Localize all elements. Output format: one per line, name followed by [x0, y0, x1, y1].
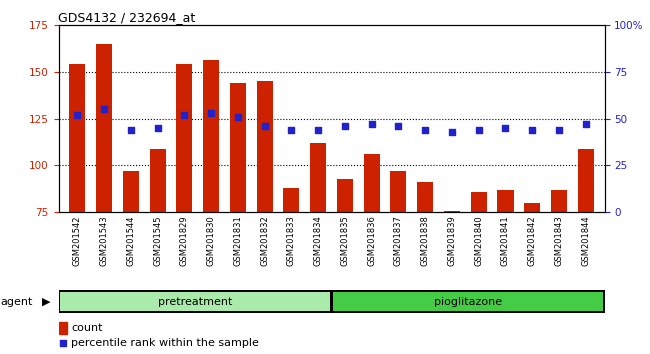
Bar	[333, 292, 603, 312]
Bar	[283, 188, 300, 353]
Point	[206, 110, 216, 116]
Bar	[363, 154, 380, 353]
Text: ▶: ▶	[42, 297, 51, 307]
Point	[527, 127, 538, 133]
Text: agent: agent	[1, 297, 33, 307]
Point	[313, 127, 323, 133]
Bar	[337, 179, 353, 353]
Bar	[69, 64, 85, 353]
Bar	[497, 190, 514, 353]
Bar	[123, 171, 139, 353]
Point	[500, 125, 511, 131]
Bar	[150, 149, 166, 353]
Point	[554, 127, 564, 133]
Bar	[310, 143, 326, 353]
Point	[286, 127, 296, 133]
Bar	[230, 83, 246, 353]
Point	[72, 112, 83, 118]
Bar	[203, 61, 219, 353]
Text: pioglitazone: pioglitazone	[434, 297, 502, 307]
Point	[259, 123, 270, 129]
Bar	[444, 211, 460, 353]
Bar	[578, 149, 594, 353]
Point	[473, 127, 484, 133]
Point	[393, 123, 404, 129]
Point	[420, 127, 430, 133]
Point	[447, 129, 457, 135]
Point	[125, 127, 136, 133]
Bar	[176, 64, 192, 353]
Bar	[471, 192, 487, 353]
Bar	[551, 190, 567, 353]
Point	[367, 121, 377, 127]
Point	[580, 121, 591, 127]
Point	[58, 341, 68, 346]
Bar	[417, 182, 433, 353]
Bar	[58, 322, 67, 334]
Text: percentile rank within the sample: percentile rank within the sample	[71, 338, 259, 348]
Text: GDS4132 / 232694_at: GDS4132 / 232694_at	[58, 11, 196, 24]
Point	[152, 125, 162, 131]
Text: pretreatment: pretreatment	[158, 297, 232, 307]
Text: count: count	[71, 323, 103, 333]
Point	[233, 114, 243, 120]
Bar	[60, 292, 330, 312]
Point	[340, 123, 350, 129]
Bar	[257, 81, 272, 353]
Point	[179, 112, 190, 118]
Bar	[391, 171, 406, 353]
Bar	[524, 203, 540, 353]
Point	[99, 106, 109, 112]
Bar	[96, 44, 112, 353]
